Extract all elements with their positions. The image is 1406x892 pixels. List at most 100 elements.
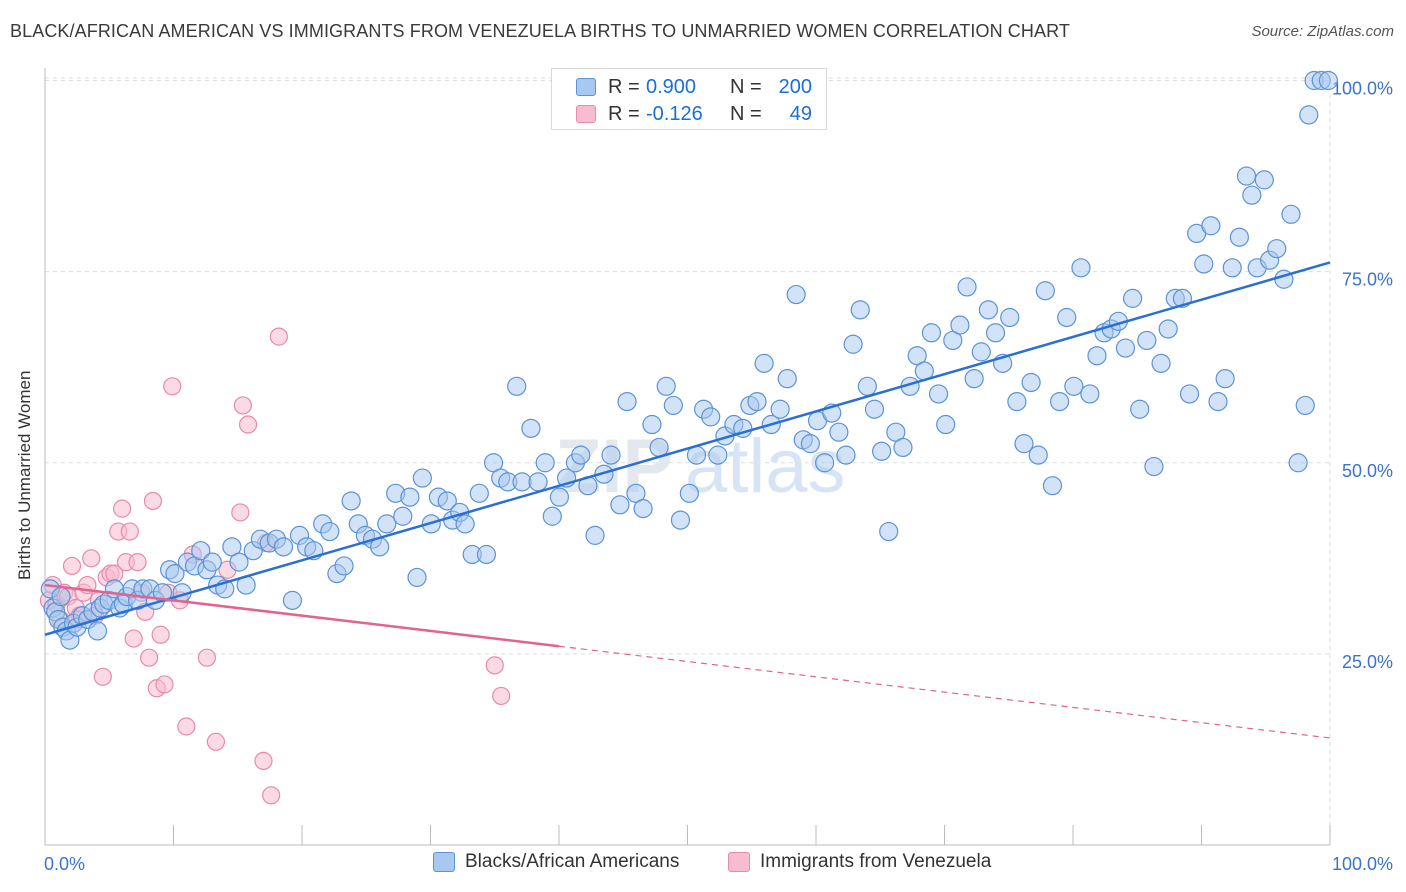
data-point-blacks — [1242, 185, 1262, 205]
data-point-blacks — [1254, 170, 1274, 190]
data-point-blacks — [1087, 346, 1107, 366]
data-point-blacks — [412, 468, 432, 488]
data-point-blacks — [850, 300, 870, 320]
data-point-venezuela — [177, 717, 196, 736]
data-point-blacks — [1151, 353, 1171, 373]
data-point-blacks — [1007, 391, 1027, 412]
data-point-blacks — [1042, 476, 1063, 496]
data-point-blacks — [1318, 70, 1338, 91]
x-tick-label: 0.0% — [44, 854, 85, 874]
data-point-blacks — [879, 521, 899, 542]
data-point-blacks — [1049, 391, 1070, 412]
data-point-venezuela — [233, 396, 252, 415]
legend-swatch-pink — [576, 105, 596, 123]
data-point-blacks — [512, 472, 532, 492]
legend-box: R = 0.900 N = 200 R = -0.126 N = 49 — [551, 68, 827, 130]
data-point-blacks — [770, 399, 790, 419]
legend-row-blacks: R = 0.900 N = 200 — [576, 74, 812, 100]
data-point-blacks — [1295, 395, 1315, 416]
data-point-blacks — [1122, 288, 1143, 308]
data-point-blacks — [971, 342, 991, 362]
data-point-blacks — [341, 491, 361, 511]
legend-n-value: 49 — [789, 102, 812, 125]
data-point-blacks — [800, 434, 821, 454]
data-point-blacks — [893, 437, 913, 458]
data-point-blacks — [1137, 330, 1157, 351]
data-point-blacks — [957, 277, 977, 297]
data-point-blacks — [1281, 204, 1301, 224]
data-point-venezuela — [269, 327, 288, 346]
data-point-blacks — [950, 315, 970, 335]
data-point-blacks — [1288, 453, 1308, 473]
data-point-blacks — [633, 499, 653, 519]
trend-line-venezuela — [44, 583, 560, 648]
bottom-legend-venezuela: Immigrants from Venezuela — [728, 851, 991, 873]
data-point-venezuela — [93, 667, 112, 686]
data-point-blacks — [377, 514, 397, 534]
data-point-blacks — [921, 323, 942, 343]
data-point-blacks — [1299, 105, 1319, 125]
data-point-blacks — [1222, 258, 1242, 278]
data-point-blacks — [191, 541, 211, 561]
data-point-blacks — [857, 376, 877, 396]
legend-r-value: 0.900 — [646, 75, 697, 98]
legend-row-venezuela: R = -0.126 N = 49 — [576, 101, 812, 127]
data-point-venezuela — [62, 556, 82, 576]
data-point-venezuela — [143, 491, 163, 511]
data-point-venezuela — [197, 648, 217, 667]
data-point-blacks — [777, 369, 797, 389]
legend-swatch-blue — [576, 78, 596, 96]
data-point-blacks — [455, 514, 475, 534]
data-point-venezuela — [262, 786, 281, 805]
data-point-blacks — [571, 445, 591, 465]
data-point-blacks — [836, 445, 856, 465]
data-point-blacks — [393, 506, 413, 526]
data-point-venezuela — [231, 503, 250, 522]
data-point-blacks — [656, 376, 676, 396]
y-tick-label: 50.0% — [1342, 461, 1393, 481]
bottom-legend-swatch-pink — [728, 852, 750, 872]
y-tick-label: 100.0% — [1332, 79, 1393, 99]
legend-r-label: R = — [608, 75, 640, 98]
data-point-blacks — [229, 552, 249, 572]
y-tick-label: 25.0% — [1342, 652, 1393, 672]
data-point-venezuela — [124, 629, 143, 648]
y-axis-label: Births to Unmarried Women — [15, 370, 34, 580]
data-point-blacks — [601, 445, 621, 465]
data-point-venezuela — [139, 648, 159, 667]
data-point-blacks — [1014, 434, 1034, 454]
data-point-blacks — [51, 586, 71, 607]
data-point-blacks — [549, 487, 570, 507]
data-point-blacks — [1000, 307, 1020, 328]
data-point-blacks — [815, 453, 835, 473]
legend-r-label: R = — [608, 102, 640, 125]
data-point-blacks — [701, 407, 721, 427]
data-point-blacks — [165, 564, 185, 584]
data-point-blacks — [542, 506, 562, 526]
data-point-blacks — [1236, 166, 1257, 186]
data-point-blacks — [964, 369, 984, 389]
data-point-blacks — [407, 567, 427, 588]
data-point-blacks — [282, 590, 303, 610]
data-point-blacks — [985, 323, 1006, 343]
data-point-blacks — [1215, 369, 1235, 389]
data-point-blacks — [1201, 216, 1221, 236]
data-point-blacks — [1021, 372, 1041, 393]
data-point-blacks — [1179, 384, 1200, 404]
bottom-legend-blacks: Blacks/African Americans — [433, 851, 679, 873]
data-point-venezuela — [163, 377, 182, 396]
data-point-blacks — [871, 441, 892, 461]
data-point-blacks — [320, 521, 340, 542]
data-point-blacks — [469, 483, 489, 503]
trend-line-venezuela-extension — [558, 645, 1331, 739]
data-point-venezuela — [120, 522, 139, 541]
data-point-blacks — [679, 483, 699, 503]
data-point-blacks — [843, 334, 863, 354]
data-point-blacks — [617, 391, 637, 412]
data-point-blacks — [1267, 239, 1287, 259]
chart-source: Source: ZipAtlas.com — [1251, 23, 1394, 40]
y-tick-label: 75.0% — [1342, 270, 1393, 290]
data-point-blacks — [1064, 376, 1084, 396]
data-point-blacks — [535, 453, 555, 473]
